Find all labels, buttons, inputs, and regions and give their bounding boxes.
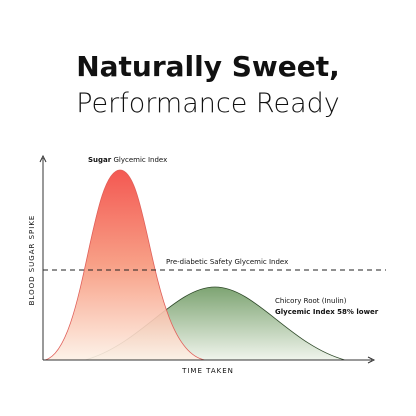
y-axis-label: BLOOD SUGAR SPIKE <box>28 215 36 306</box>
y-arrow <box>39 154 47 163</box>
sugar-label: Sugar Glycemic Index <box>88 156 167 164</box>
x-axis-label: TIME TAKEN <box>181 367 234 375</box>
x-arrow <box>367 356 376 364</box>
sugar-label-bold: Sugar <box>88 156 112 164</box>
title-bold: Naturally Sweet, <box>76 50 340 83</box>
sugar-curve <box>44 169 206 361</box>
sugar-label-text: Glycemic Index <box>113 156 167 164</box>
title-light: Performance Ready <box>76 88 340 119</box>
threshold-label: Pre-diabetic Safety Glycemic Index <box>166 258 288 266</box>
chicory-label: Chicory Root (Inulin) <box>275 297 347 305</box>
chicory-note: Glycemic Index 58% lower <box>275 308 379 316</box>
